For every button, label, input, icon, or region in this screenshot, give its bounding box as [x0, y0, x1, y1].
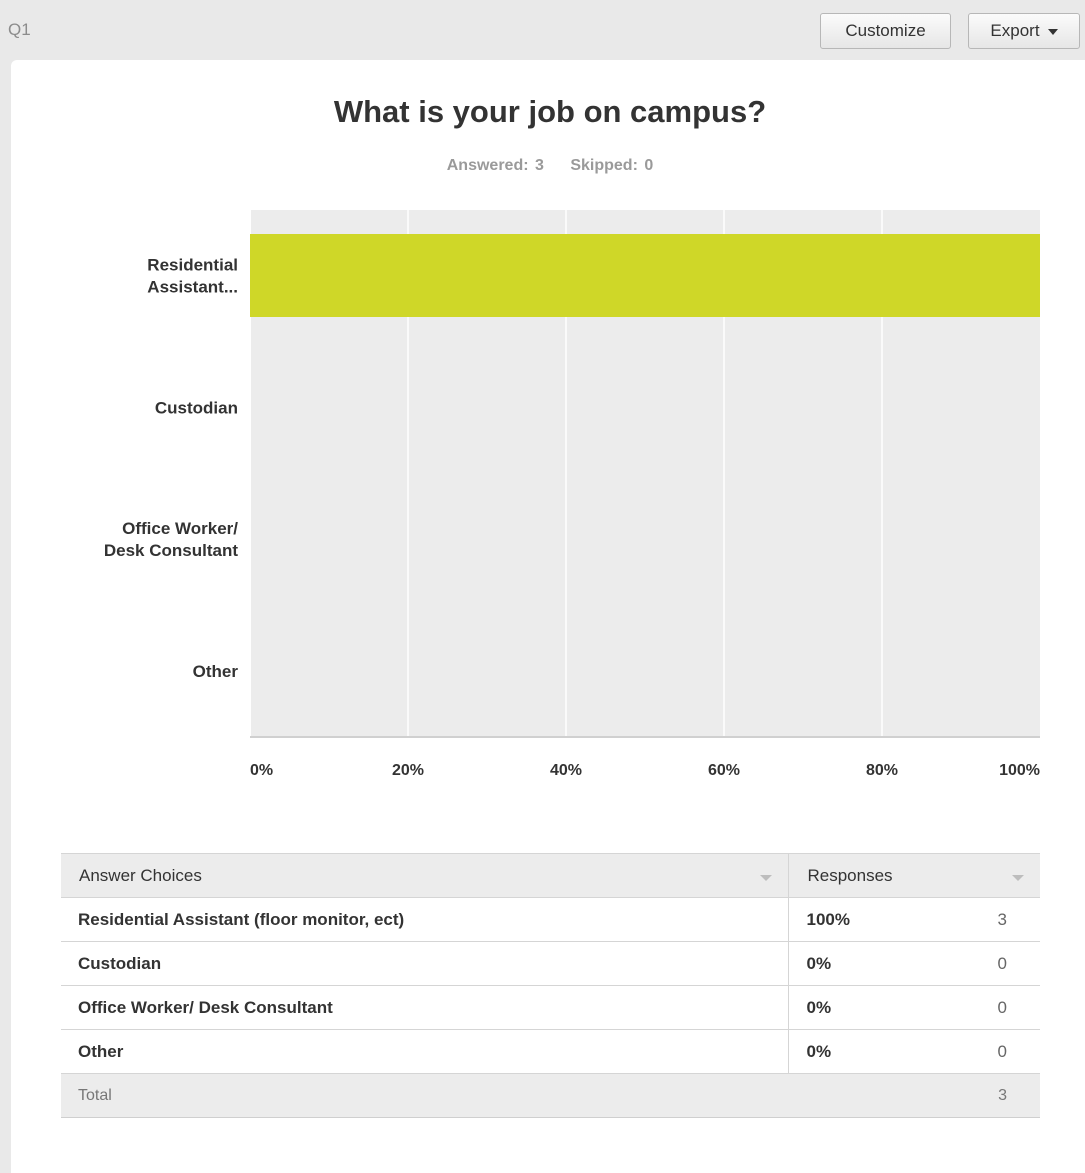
bar-chart: Residential Assistant... Custodian Office W…	[104, 210, 1040, 779]
response-percent: 100%	[788, 897, 938, 942]
total-label: Total	[61, 1073, 788, 1118]
customize-button[interactable]: Customize	[820, 13, 951, 49]
x-tick-label: 40%	[550, 762, 582, 779]
x-tick-label: 100%	[999, 762, 1040, 779]
total-row: Total 3	[61, 1073, 1040, 1118]
category-label: Residential Assistant...	[147, 256, 238, 297]
customize-button-label: Customize	[845, 21, 926, 40]
total-count: 3	[938, 1073, 1040, 1118]
responses-header[interactable]: Responses	[788, 853, 1040, 898]
category-label: Other	[193, 662, 239, 681]
answer-choices-header[interactable]: Answer Choices	[61, 853, 789, 898]
response-percent: 0%	[788, 941, 938, 986]
category-label: Office Worker/Desk Consultant	[104, 519, 238, 560]
x-tick-label: 0%	[250, 762, 273, 779]
question-number: Q1	[8, 20, 31, 39]
table-header-row: Answer Choices Responses	[61, 853, 1040, 898]
answer-choices-header-label: Answer Choices	[79, 865, 202, 885]
response-count: 0	[938, 1029, 1040, 1074]
sort-icon	[759, 875, 772, 881]
sort-icon	[1012, 875, 1024, 881]
response-count: 0	[938, 985, 1040, 1030]
answered-count: Answered: 3	[446, 157, 544, 174]
bar	[250, 234, 1040, 317]
table-row: Other 0% 0	[61, 1029, 1040, 1074]
response-summary: Answered: 3 Skipped: 0	[0, 157, 1085, 175]
x-tick-label: 20%	[392, 762, 424, 779]
export-button[interactable]: Export	[968, 13, 1080, 49]
response-percent: 0%	[788, 985, 938, 1030]
answer-choice: Other	[61, 1029, 789, 1074]
caret-down-icon	[1047, 29, 1058, 35]
table-row: Office Worker/ Desk Consultant 0% 0	[61, 985, 1040, 1030]
response-count: 3	[938, 897, 1040, 942]
total-spacer	[788, 1073, 938, 1118]
x-tick-label: 80%	[866, 762, 898, 779]
response-count: 0	[938, 941, 1040, 986]
answer-choice: Residential Assistant (floor monitor, ec…	[61, 897, 789, 942]
answer-choice: Custodian	[61, 941, 789, 986]
table-row: Residential Assistant (floor monitor, ec…	[61, 897, 1040, 942]
table-row: Custodian 0% 0	[61, 941, 1040, 986]
responses-header-label: Responses	[807, 865, 893, 885]
skipped-count: Skipped: 0	[570, 157, 654, 174]
category-label: Custodian	[155, 398, 238, 417]
export-button-label: Export	[990, 21, 1040, 40]
answer-choice: Office Worker/ Desk Consultant	[61, 985, 789, 1030]
x-tick-label: 60%	[708, 762, 740, 779]
response-percent: 0%	[788, 1029, 938, 1074]
chart-title: What is your job on campus?	[333, 94, 767, 129]
responses-table: Answer Choices Responses Residential Ass…	[61, 853, 1040, 1118]
